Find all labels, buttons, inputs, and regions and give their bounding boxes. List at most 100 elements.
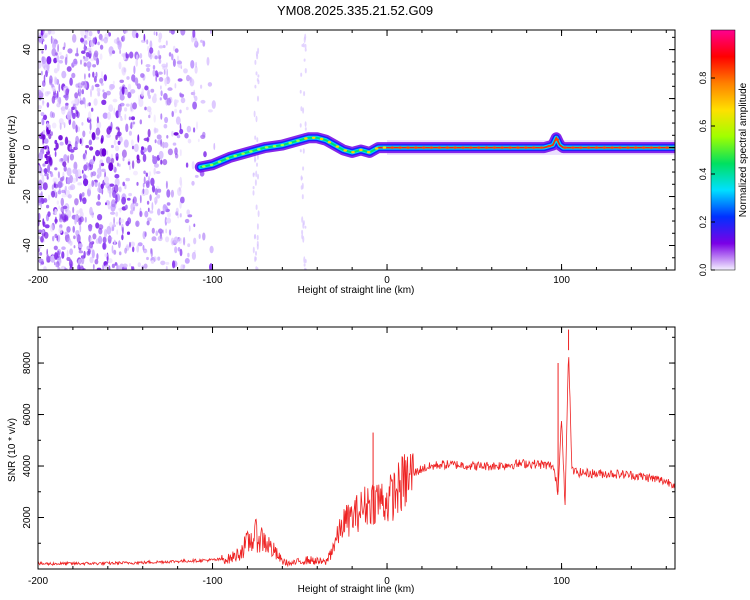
noise-speck: [71, 100, 76, 105]
y-tick-label: 2000: [22, 506, 33, 529]
noise-speck: [42, 99, 45, 106]
noise-speck: [160, 90, 163, 97]
noise-speck: [64, 185, 68, 192]
ridge-spot: [209, 163, 214, 167]
noise-speck: [164, 216, 168, 226]
noise-speck: [202, 40, 206, 47]
noise-speck: [66, 66, 72, 72]
noise-speck: [79, 224, 82, 233]
noise-speck: [115, 194, 118, 204]
noise-speck: [58, 51, 62, 56]
noise-speck: [185, 106, 189, 111]
noise-speck: [87, 248, 91, 255]
noise-speck: [174, 147, 178, 155]
noise-speck: [57, 181, 63, 189]
colorbar: 0.0 0.2 0.4 0.6 0.8 Normalized spectral ampl…: [698, 29, 749, 277]
noise-speck: [39, 172, 44, 177]
noise-speck: [200, 99, 206, 104]
ridge-spot: [602, 146, 607, 149]
ridge-spot: [555, 138, 559, 141]
colorbar-tick-label: 0.0: [698, 264, 708, 277]
noise-speck: [98, 224, 104, 230]
noise-speck: [146, 220, 150, 226]
noise-speck: [167, 87, 173, 91]
noise-speck: [146, 200, 150, 205]
noise-speck: [41, 70, 43, 76]
noise-streak: [302, 235, 305, 243]
noise-speck: [69, 240, 73, 246]
noise-speck: [38, 151, 43, 161]
noise-speck: [125, 204, 128, 210]
noise-speck: [130, 241, 135, 247]
noise-speck: [193, 237, 197, 245]
ridge-spot: [594, 146, 599, 149]
noise-streak: [257, 74, 260, 78]
noise-streak: [255, 71, 258, 76]
noise-speck: [54, 167, 58, 171]
noise-speck: [38, 212, 41, 220]
noise-speck: [58, 60, 63, 64]
noise-speck: [77, 243, 83, 249]
noise-speck: [101, 148, 107, 157]
ridge-spot: [500, 146, 505, 149]
noise-speck: [101, 168, 106, 172]
colorbar-tick-label: 0.6: [698, 120, 708, 133]
noise-speck: [108, 258, 113, 264]
noise-speck: [113, 184, 119, 193]
noise-speck: [81, 255, 85, 265]
noise-speck: [157, 50, 160, 57]
noise-speck: [51, 48, 57, 57]
noise-speck: [157, 235, 163, 242]
noise-speck: [50, 255, 56, 263]
noise-speck: [52, 235, 55, 242]
noise-streak: [303, 263, 306, 267]
noise-speck: [103, 176, 109, 184]
noise-speck: [56, 55, 60, 63]
noise-speck: [156, 194, 161, 199]
noise-speck: [87, 188, 91, 197]
noise-speck: [83, 62, 87, 67]
noise-speck: [166, 217, 172, 224]
noise-speck: [82, 197, 87, 205]
noise-speck: [100, 162, 105, 167]
noise-speck: [171, 53, 174, 61]
noise-speck: [130, 89, 136, 94]
noise-speck: [157, 71, 163, 75]
snr-frame: [37, 326, 676, 570]
noise-speck: [140, 59, 143, 65]
noise-speck: [116, 263, 119, 270]
noise-speck: [75, 124, 78, 133]
noise-speck: [38, 105, 42, 110]
noise-speck: [72, 120, 76, 130]
noise-speck: [69, 153, 74, 161]
noise-speck: [61, 189, 66, 194]
noise-speck: [142, 188, 145, 195]
noise-speck: [135, 32, 139, 39]
noise-speck: [113, 216, 115, 225]
noise-speck: [93, 52, 98, 61]
noise-streak: [257, 210, 260, 218]
noise-streak: [256, 162, 258, 167]
noise-speck: [78, 250, 84, 254]
noise-speck: [187, 138, 192, 144]
noise-speck: [54, 151, 57, 157]
noise-speck: [186, 74, 191, 82]
noise-speck: [133, 65, 136, 75]
noise-speck: [94, 259, 99, 265]
noise-speck: [47, 30, 52, 35]
noise-speck: [155, 230, 159, 236]
noise-speck: [105, 150, 109, 156]
noise-speck: [66, 249, 69, 259]
noise-speck: [73, 235, 76, 240]
ridge-spot: [657, 146, 662, 149]
ridge-spot: [626, 146, 630, 149]
noise-speck: [163, 123, 168, 129]
noise-speck: [111, 199, 116, 208]
noise-speck: [95, 136, 100, 140]
noise-speck: [41, 175, 45, 182]
noise-speck: [139, 119, 142, 125]
noise-speck: [111, 245, 114, 254]
noise-speck: [147, 128, 151, 138]
noise-speck: [129, 210, 134, 215]
noise-speck: [180, 196, 185, 204]
